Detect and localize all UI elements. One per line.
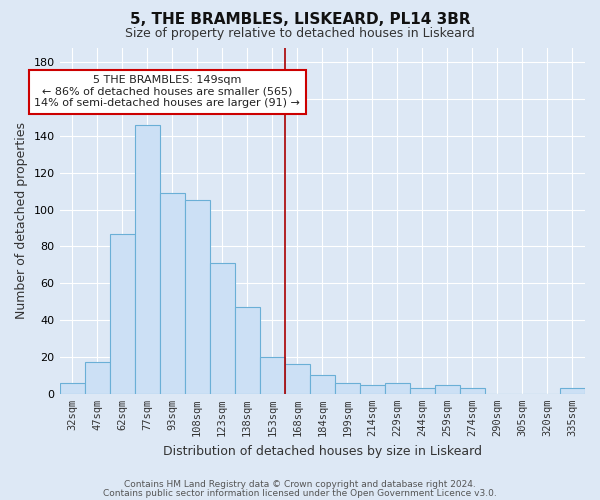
Bar [260,357,285,394]
Bar [310,376,335,394]
X-axis label: Distribution of detached houses by size in Liskeard: Distribution of detached houses by size … [163,444,482,458]
Text: Contains HM Land Registry data © Crown copyright and database right 2024.: Contains HM Land Registry data © Crown c… [124,480,476,489]
Bar [335,383,360,394]
Text: 5 THE BRAMBLES: 149sqm
← 86% of detached houses are smaller (565)
14% of semi-de: 5 THE BRAMBLES: 149sqm ← 86% of detached… [34,75,300,108]
Bar [160,193,185,394]
Bar [59,383,85,394]
Bar [209,263,235,394]
Bar [385,383,410,394]
Bar [460,388,485,394]
Text: Size of property relative to detached houses in Liskeard: Size of property relative to detached ho… [125,28,475,40]
Bar [360,384,385,394]
Bar [185,200,209,394]
Bar [235,307,260,394]
Bar [285,364,310,394]
Bar [85,362,110,394]
Text: Contains public sector information licensed under the Open Government Licence v3: Contains public sector information licen… [103,489,497,498]
Y-axis label: Number of detached properties: Number of detached properties [15,122,28,319]
Bar [560,388,585,394]
Bar [134,125,160,394]
Text: 5, THE BRAMBLES, LISKEARD, PL14 3BR: 5, THE BRAMBLES, LISKEARD, PL14 3BR [130,12,470,28]
Bar [435,384,460,394]
Bar [110,234,134,394]
Bar [410,388,435,394]
